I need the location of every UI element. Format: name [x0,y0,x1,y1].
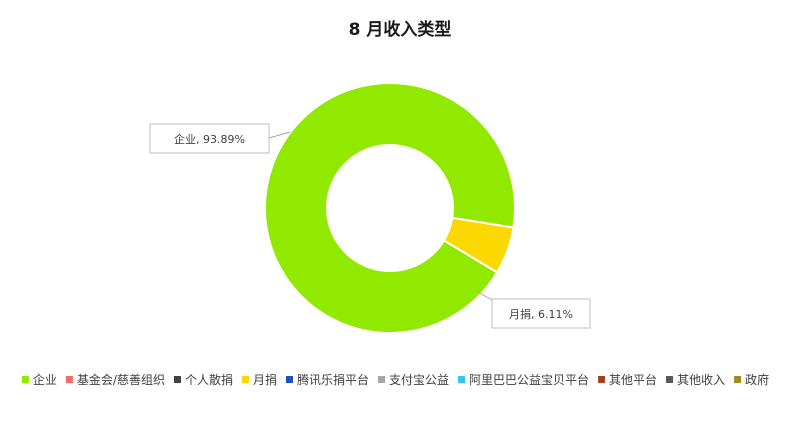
legend-item-0: 企业 [21,372,57,387]
legend-label-0: 企业 [33,372,57,387]
legend-label-2: 个人散捐 [185,372,233,387]
callout-0: 企业, 93.89% [149,123,291,154]
legend-label-7: 其他平台 [609,372,657,387]
legend-swatch-2 [173,376,181,383]
legend-item-5: 支付宝公益 [378,373,449,387]
legend-label-5: 支付宝公益 [389,373,449,387]
legend-item-9: 政府 [734,372,769,387]
slice-3 [442,216,515,274]
legend-label-1: 基金会/慈善组织 [77,372,165,387]
legend-swatch-1 [65,376,73,383]
legend-label-8: 其他收入 [677,373,725,387]
legend-swatch-7 [598,376,606,383]
data-label-callouts: 企业, 93.89% 月捐, 6.11% [149,123,591,329]
legend-item-8: 其他收入 [666,373,725,387]
legend-label-6: 阿里巴巴公益宝贝平台 [469,372,589,387]
data-label-0: 企业, 93.89% [174,132,245,146]
legend-swatch-6 [458,376,466,383]
legend-label-9: 政府 [745,372,769,387]
legend-item-1: 基金会/慈善组织 [65,372,165,387]
legend-swatch-9 [734,376,742,383]
legend-item-6: 阿里巴巴公益宝贝平台 [458,372,589,387]
callout-box-0 [149,123,270,154]
legend-swatch-0 [21,376,29,383]
legend-swatch-5 [378,376,386,383]
slice-0 [264,82,516,334]
donut-slices [264,82,516,334]
callout-leader-1 [477,291,493,301]
legend-swatch-3 [241,376,249,383]
chart-title: 8 月收入类型 [349,19,452,40]
legend-item-4: 腾讯乐捐平台 [286,372,369,387]
callout-1: 月捐, 6.11% [477,291,591,329]
legend-item-3: 月捐 [241,373,277,387]
legend-swatch-8 [666,376,674,383]
callout-leader-0 [268,131,291,139]
legend-label-3: 月捐 [253,373,277,387]
legend-swatch-4 [286,376,293,383]
data-label-1: 月捐, 6.11% [509,307,573,321]
callout-box-1 [491,298,591,329]
chart-legend: 企业 基金会/慈善组织 个人散捐 月捐 腾讯乐捐平台 支付宝公益 阿里巴巴公益宝贝平台 其他平… [21,372,769,387]
legend-item-2: 个人散捐 [173,372,233,387]
legend-item-7: 其他平台 [598,372,657,387]
legend-label-4: 腾讯乐捐平台 [297,372,369,387]
